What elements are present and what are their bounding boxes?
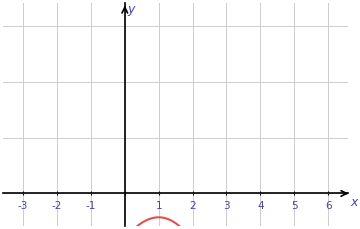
Text: y: y	[127, 3, 135, 16]
Text: x: x	[350, 196, 357, 210]
